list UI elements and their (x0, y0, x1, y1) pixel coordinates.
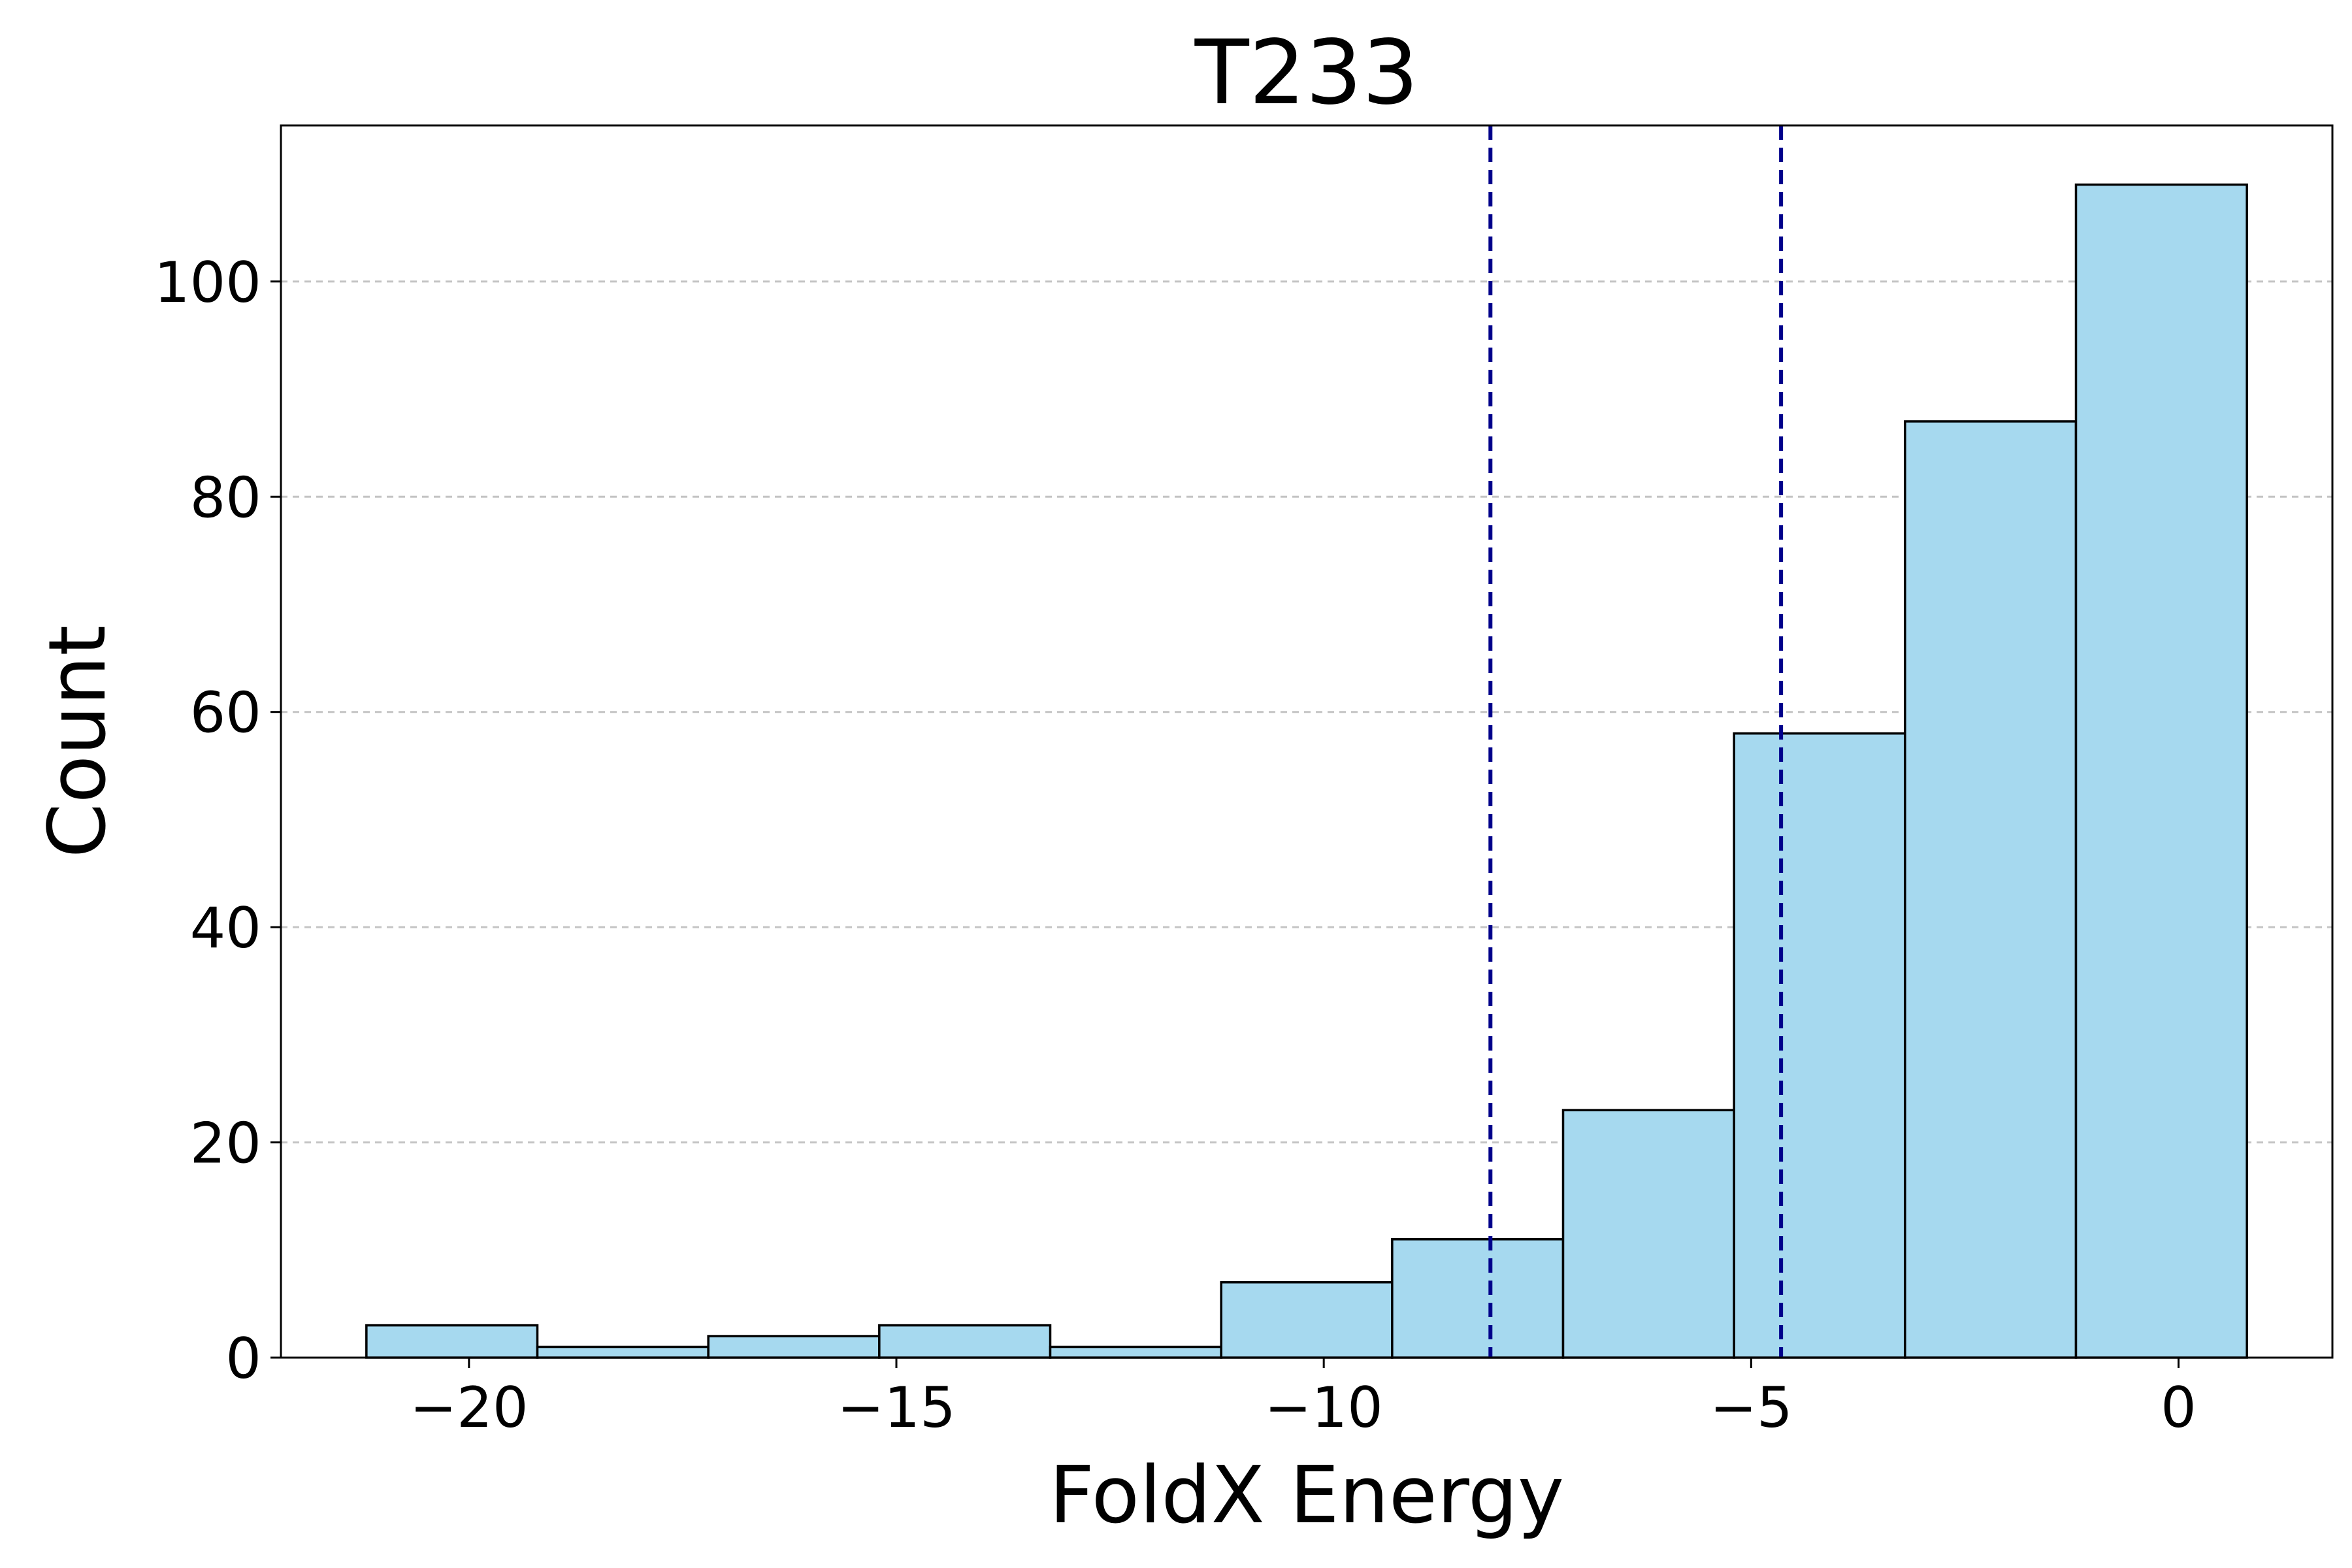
bar-0 (365, 1324, 539, 1359)
bar-4 (1049, 1345, 1222, 1359)
y-tick-label-3: 60 (190, 681, 261, 746)
y-tick-label-2: 40 (190, 896, 261, 961)
bar-8 (1733, 732, 1906, 1359)
bar-5 (1220, 1281, 1394, 1359)
bar-6 (1391, 1238, 1565, 1359)
chart-title: T233 (1194, 22, 1419, 125)
x-axis-label: FoldX Energy (1049, 1450, 1564, 1541)
bar-7 (1561, 1109, 1735, 1359)
x-tick-label-0: −20 (410, 1375, 529, 1441)
reference-lines (1488, 125, 1784, 1358)
x-tick-label-2: −10 (1264, 1375, 1383, 1441)
bar-10 (2074, 183, 2248, 1359)
y-tick-label-1: 20 (190, 1111, 261, 1177)
y-tick-label-5: 100 (154, 250, 261, 316)
x-ticks: −20 −15 −10 −5 0 (410, 1358, 2197, 1441)
x-tick-label-3: −5 (1710, 1375, 1793, 1441)
histogram-bars (365, 183, 2248, 1359)
y-ticks: 0 20 40 60 80 100 (154, 250, 281, 1392)
bar-9 (1904, 420, 2078, 1359)
x-tick-label-4: 0 (2161, 1375, 2197, 1441)
y-tick-label-0: 0 (225, 1326, 261, 1392)
bar-1 (536, 1345, 710, 1359)
plot-frame (280, 124, 2334, 1359)
bar-2 (707, 1335, 881, 1359)
y-tick-label-4: 80 (190, 465, 261, 531)
x-tick-label-1: −15 (837, 1375, 956, 1441)
y-axis-label: Count (33, 625, 123, 858)
bar-3 (878, 1324, 1052, 1359)
